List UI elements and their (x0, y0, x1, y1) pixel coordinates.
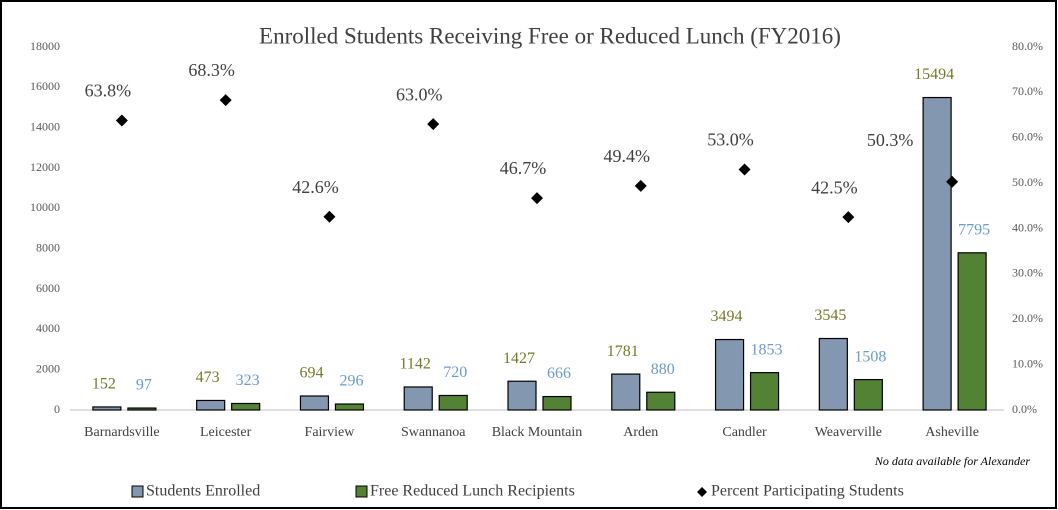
bar (646, 391, 676, 411)
data-label: 323 (236, 372, 260, 389)
y2-tick-label: 40.0% (1012, 220, 1043, 234)
y2-tick-label: 20.0% (1012, 311, 1043, 325)
bar (714, 338, 745, 411)
point (738, 163, 751, 176)
bar (403, 386, 433, 411)
bar (818, 337, 848, 411)
data-label: 1427 (503, 350, 535, 367)
point (634, 179, 647, 192)
data-label: 63.0% (396, 84, 443, 104)
data-label: 50.3% (867, 130, 914, 150)
data-label: 1853 (751, 341, 783, 358)
y-tick-label: 12000 (30, 160, 60, 174)
x-tick-label: Candler (722, 425, 767, 440)
data-label: 53.0% (707, 130, 754, 150)
legend-label: Free Reduced Lunch Recipients (370, 483, 575, 500)
x-tick-label: Leicester (200, 425, 252, 440)
data-label: 42.5% (811, 177, 858, 197)
y-tick-label: 14000 (30, 119, 60, 133)
y-tick-label: 16000 (30, 79, 60, 93)
y2-tick-label: 60.0% (1012, 130, 1043, 144)
bar (611, 373, 641, 411)
bar (957, 252, 987, 411)
y-tick-label: 0 (54, 402, 60, 416)
point (842, 211, 855, 224)
bar (231, 402, 261, 411)
x-tick-label: Asheville (925, 425, 979, 440)
data-label: 46.7% (500, 158, 547, 178)
y-tick-label: 18000 (30, 39, 60, 53)
x-tick-label: Swannanoa (400, 425, 466, 440)
data-label: 97 (136, 377, 152, 394)
x-tick-label: Fairview (304, 425, 355, 440)
data-label: 42.6% (292, 177, 339, 197)
y2-tick-label: 80.0% (1012, 39, 1043, 53)
legend-label: Percent Participating Students (711, 483, 904, 500)
legend-swatch (131, 485, 144, 498)
bar (299, 395, 330, 411)
y-tick-label: 6000 (36, 281, 60, 295)
point (323, 210, 336, 223)
bar (127, 407, 157, 411)
x-tick-label: Barnardsville (84, 425, 160, 440)
bar (438, 394, 468, 411)
y2-tick-label: 30.0% (1012, 266, 1043, 280)
data-label: 49.4% (604, 146, 651, 166)
y-tick-label: 8000 (36, 240, 60, 254)
legend-swatch (697, 487, 707, 497)
y2-tick-label: 70.0% (1012, 84, 1043, 98)
data-label: 3545 (814, 307, 846, 324)
point (219, 94, 232, 107)
bar (196, 399, 226, 411)
data-label: 880 (651, 361, 675, 378)
bar (507, 380, 537, 411)
y2-tick-label: 0.0% (1012, 402, 1037, 416)
data-label: 694 (299, 365, 323, 382)
data-label: 152 (92, 376, 116, 393)
data-label: 15494 (914, 66, 954, 83)
y-tick-label: 4000 (36, 321, 60, 335)
y-tick-label: 2000 (36, 361, 60, 375)
x-tick-label: Weaverville (814, 425, 882, 440)
point (115, 114, 128, 127)
bar (92, 406, 122, 411)
legend-swatch (355, 485, 368, 498)
footnote: No data available for Alexander (874, 454, 1030, 468)
y-tick-label: 10000 (30, 200, 60, 214)
bar (853, 378, 883, 411)
data-label: 720 (443, 364, 467, 381)
data-label: 1781 (607, 343, 639, 360)
data-label: 1508 (854, 348, 886, 365)
point (946, 175, 959, 188)
data-label: 1142 (400, 356, 431, 373)
point (531, 192, 543, 205)
data-label: 3494 (711, 308, 743, 325)
y2-tick-label: 10.0% (1012, 356, 1043, 370)
bar (334, 403, 365, 411)
x-tick-label: Arden (623, 425, 659, 440)
bar (749, 372, 780, 411)
x-tick-label: Black Mountain (491, 425, 583, 440)
data-label: 68.3% (188, 60, 235, 80)
chart-title: Enrolled Students Receiving Free or Redu… (259, 23, 841, 48)
bar (922, 96, 952, 411)
data-label: 473 (196, 369, 220, 386)
data-label: 63.8% (85, 81, 132, 101)
y2-tick-label: 50.0% (1012, 175, 1043, 189)
bar (542, 395, 572, 411)
data-label: 7795 (958, 221, 990, 238)
data-label: 296 (339, 373, 363, 390)
legend-label: Students Enrolled (146, 483, 260, 500)
point (427, 118, 440, 131)
data-label: 666 (547, 365, 571, 382)
